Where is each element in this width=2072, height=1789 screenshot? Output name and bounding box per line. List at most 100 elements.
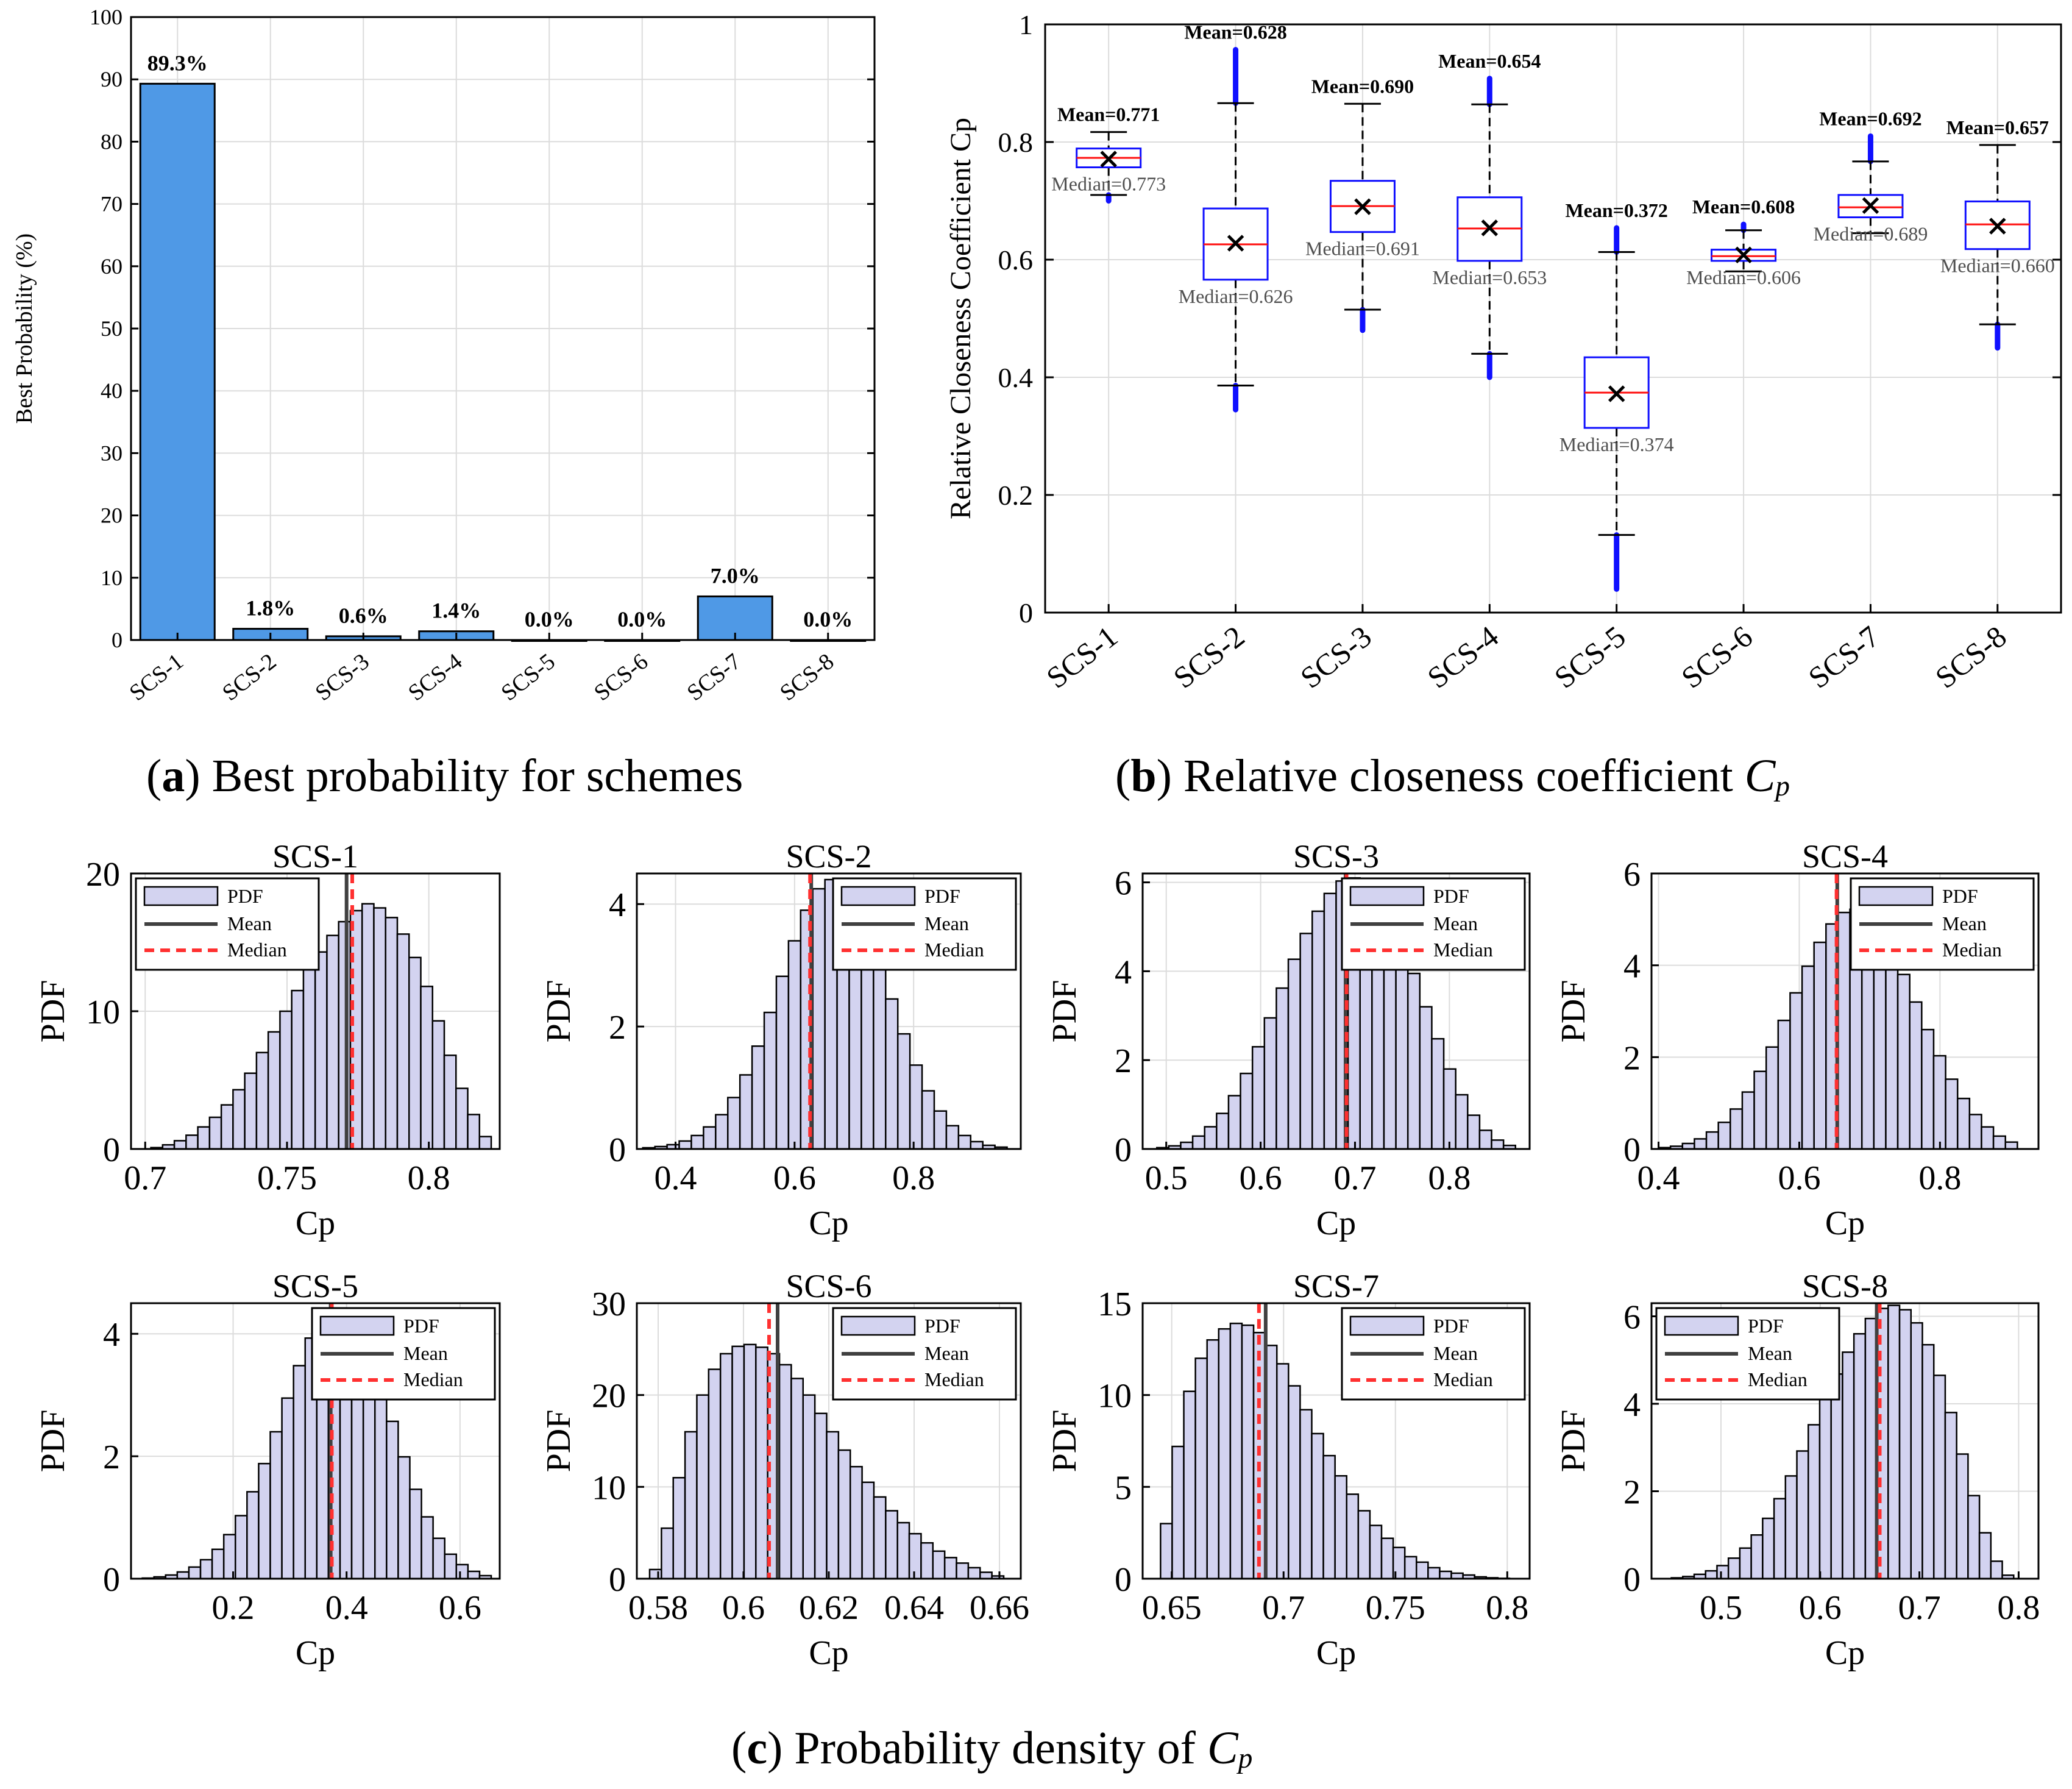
legend: PDF Mean Median [311,1307,496,1401]
y-tick-label: 10 [101,566,122,590]
median-label: Median=0.606 [1686,266,1801,288]
legend-pdf-swatch [319,1315,395,1336]
histogram-scs-1: 0.7 0.75 0.8 0 10 20 SCS-1 Cp PDF PDF Mean Median [34,838,501,1242]
caption-b-symbol: C [1744,750,1776,802]
histogram-bin [1229,1322,1243,1580]
legend-median-label: Median [924,939,984,961]
x-tick-label: 0.8 [1918,1159,1961,1197]
y-tick-label: 4 [1623,1386,1641,1424]
histogram-bin [1395,941,1409,1150]
histogram-bin [373,907,386,1150]
histogram-bin [1431,1037,1445,1150]
y-tick-label: 0 [1115,1561,1132,1599]
legend-pdf-label: PDF [1748,1315,1784,1337]
x-axis-label: Cp [296,1634,335,1672]
histogram-bin [739,1074,753,1150]
histogram-bin [211,1548,225,1580]
y-axis-label: PDF [34,980,72,1043]
mean-marker [1481,219,1499,237]
histogram-bin [1932,1375,1946,1580]
histogram-bin [1323,892,1337,1150]
y-tick-label: 4 [1623,948,1641,986]
legend-median-label: Median [403,1368,463,1390]
mean-marker [1354,198,1371,215]
histogram-bin [1921,1028,1935,1150]
bar-data-label: 1.8% [246,596,295,621]
histogram-bin [715,1114,729,1150]
histogram-bin [1403,1556,1417,1580]
legend-pdf-swatch [1664,1315,1739,1336]
box-group-scs-8: Mean=0.657 Median=0.660 [1940,116,2055,351]
histogram-bin [1442,1068,1456,1150]
histogram-bin [374,1385,388,1580]
legend-pdf-swatch [840,886,916,906]
y-tick-label: 6 [1623,856,1641,894]
histogram-bin [455,1563,469,1580]
histogram-bin [176,1571,190,1580]
caption-c-symbol: C [1207,1723,1238,1774]
box-group-scs-3: Mean=0.690 Median=0.691 [1305,75,1420,333]
histogram-bin [1311,1432,1324,1580]
x-tick-label: SCS-3 [311,649,374,706]
y-tick-label: 6 [1115,865,1132,903]
subplot-title: SCS-8 [1802,1268,1888,1304]
y-tick-label: 0.8 [998,127,1034,158]
legend-pdf-label: PDF [924,1315,960,1337]
subplot-title: SCS-2 [786,838,871,875]
y-tick-label: 20 [86,856,120,894]
closeness-coefficient-box-plot: Mean=0.771 Median=0.773 Mean=0.628Median=0… [945,9,2062,695]
histogram-bin [1218,1328,1232,1580]
histogram-bin [1478,1129,1492,1150]
caption-b-label: b [1130,750,1157,802]
legend: PDF Mean Median [135,877,320,971]
histogram-bin [920,1542,934,1580]
histogram-bin [188,1566,202,1580]
y-tick-label: 0 [1623,1561,1641,1599]
histogram-bin [1194,1357,1208,1580]
histogram-bin [979,1571,993,1580]
legend-mean-label: Mean [1433,912,1478,934]
histogram-bin [1183,1390,1196,1580]
histogram-bin [1956,1097,1971,1150]
histogram-bin [291,989,305,1150]
histogram-bin [467,1114,481,1150]
histogram-bin [1796,1450,1809,1580]
histogram-bin [1932,1055,1946,1150]
mean-marker [1100,151,1117,168]
legend-median-label: Median [1433,939,1493,961]
bar-scs-1 [139,82,216,641]
legend-mean-label: Mean [924,1342,969,1364]
legend-median-label: Median [1748,1368,1808,1390]
histogram-bin [684,1431,698,1580]
bar-data-label: 0.0% [803,607,853,631]
y-axis-label: PDF [540,1410,578,1473]
histogram-bin [1885,948,1899,1150]
y-tick-label: 30 [101,441,122,465]
y-tick-label: 70 [101,192,122,216]
histogram-bin [696,1394,710,1580]
histogram-bin [763,1011,778,1150]
axes-frame [1141,1302,1531,1580]
histogram-bin [826,1431,840,1580]
histogram-bin [1705,1131,1719,1150]
caption-b: (b) Relative closeness coefficient Cp [1115,750,1790,803]
y-tick-label: 100 [90,5,122,29]
histogram-bin [1945,1078,1959,1150]
histogram-bin [755,1346,768,1580]
y-tick-label: 4 [1115,953,1132,991]
histogram-bin [408,956,422,1150]
histogram-bin [244,1072,258,1150]
histogram-bin [802,1394,816,1580]
histogram-bin [1887,1304,1901,1580]
legend: PDF Mean Median [1341,877,1526,971]
histogram-bin [1898,1309,1912,1580]
histogram-scs-3: 0.5 0.6 0.7 0.8 0 2 4 6 SCS-3 Cp PDF PDF Mean Median [1046,838,1531,1242]
histogram-bin [1921,1343,1935,1580]
y-tick-label: 15 [1098,1286,1132,1323]
subplot-title: SCS-5 [272,1268,358,1304]
mean-marker [1989,218,2006,235]
legend-median-label: Median [924,1368,984,1390]
histogram-bin [775,975,790,1150]
legend-pdf-label: PDF [1433,1315,1469,1337]
